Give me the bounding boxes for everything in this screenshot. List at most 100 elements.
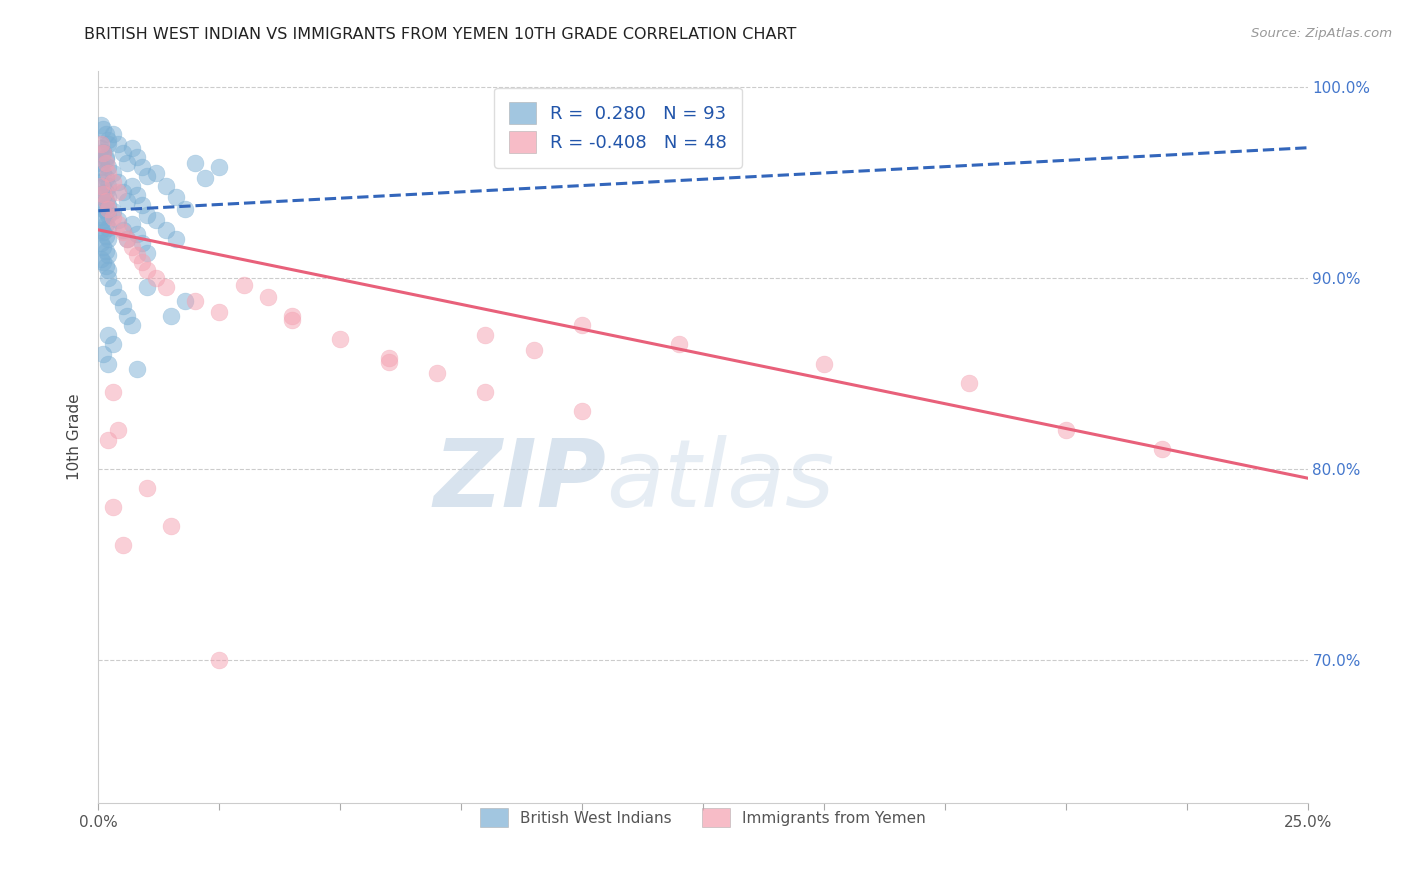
Point (90, 118, 112, 132)
Point (194, 171, 217, 186)
Point (160, 519, 183, 533)
Point (107, 136, 129, 151)
Point (111, 185, 134, 199)
Point (97, 433, 120, 447)
Point (232, 278, 254, 293)
Point (94, 171, 117, 186)
Point (155, 178, 177, 193)
Point (107, 424, 129, 438)
Point (523, 343, 546, 358)
Point (127, 227, 149, 241)
Point (94, 194, 117, 209)
Point (101, 500, 124, 514)
Point (94, 185, 117, 199)
Point (90, 236, 112, 251)
Point (107, 213, 129, 227)
Point (117, 309, 139, 323)
Point (94, 217, 117, 231)
Point (94, 244, 117, 258)
Point (97, 208, 120, 222)
Point (90, 223, 112, 237)
Point (94, 156, 117, 170)
Point (91, 190, 114, 204)
Point (94, 150, 117, 164)
Point (91, 146, 114, 161)
Point (135, 169, 157, 184)
Point (145, 213, 167, 227)
Point (97, 263, 120, 277)
Point (90, 252, 112, 266)
Point (111, 299, 134, 313)
Point (97, 198, 120, 212)
Point (94, 203, 117, 218)
Point (474, 327, 496, 342)
Point (813, 357, 835, 371)
Point (135, 245, 157, 260)
Point (668, 337, 690, 351)
Point (101, 210, 124, 224)
Point (208, 652, 231, 666)
Point (91, 347, 114, 361)
Point (174, 293, 197, 308)
Point (91, 225, 114, 239)
Point (97, 165, 120, 179)
Point (121, 318, 143, 333)
Point (145, 165, 167, 179)
Point (91, 240, 114, 254)
Point (97, 136, 120, 151)
Point (90, 160, 112, 174)
Point (117, 156, 139, 170)
Point (91, 145, 114, 159)
Point (90, 198, 112, 212)
Point (101, 175, 124, 189)
Text: Source: ZipAtlas.com: Source: ZipAtlas.com (1251, 27, 1392, 40)
Point (91, 186, 114, 201)
Point (117, 232, 139, 246)
Point (131, 255, 153, 269)
Point (121, 217, 143, 231)
Point (107, 290, 129, 304)
Point (135, 263, 157, 277)
Point (281, 312, 304, 326)
Point (94, 259, 117, 273)
Point (957, 376, 980, 390)
Point (97, 270, 120, 285)
Point (90, 175, 112, 189)
Point (145, 270, 167, 285)
Point (127, 248, 149, 262)
Point (97, 232, 120, 246)
Point (97, 221, 120, 235)
Point (91, 121, 114, 136)
Point (127, 150, 149, 164)
Point (155, 223, 177, 237)
Point (90, 210, 112, 224)
Point (91, 213, 114, 227)
Point (97, 248, 120, 262)
Point (131, 160, 153, 174)
Point (101, 280, 124, 294)
Point (256, 290, 278, 304)
Point (111, 538, 134, 552)
Point (91, 165, 114, 179)
Point (90, 186, 112, 201)
Point (127, 188, 149, 202)
Point (94, 228, 117, 243)
Point (160, 309, 183, 323)
Point (165, 190, 187, 204)
Point (101, 337, 124, 351)
Point (101, 385, 124, 400)
Point (474, 385, 496, 400)
Point (90, 178, 112, 193)
Point (107, 175, 129, 189)
Point (121, 178, 143, 193)
Point (1054, 424, 1077, 438)
Point (111, 223, 134, 237)
Text: atlas: atlas (606, 435, 835, 526)
Point (184, 293, 207, 308)
Point (101, 165, 124, 179)
Point (90, 141, 112, 155)
Point (571, 404, 593, 418)
Point (377, 354, 399, 368)
Point (97, 357, 120, 371)
Point (571, 318, 593, 333)
